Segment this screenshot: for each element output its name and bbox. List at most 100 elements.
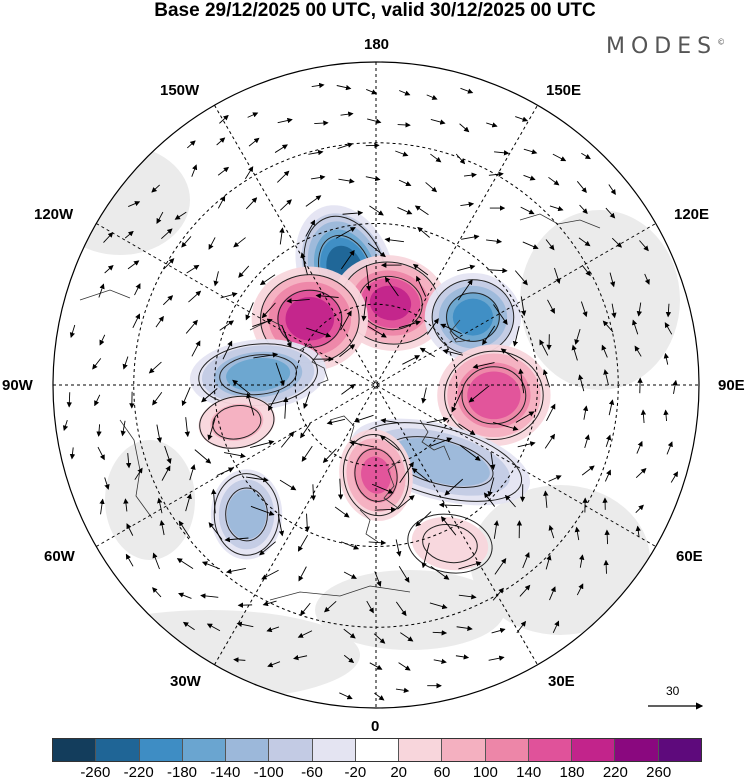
anomaly-level <box>391 438 490 486</box>
wind-arrow <box>458 423 476 436</box>
wind-arrow <box>268 390 280 412</box>
anomaly-contour <box>342 434 410 517</box>
wind-arrow <box>463 172 477 178</box>
wind-arrow <box>522 551 530 569</box>
colorbar-tick-label: 180 <box>559 764 585 781</box>
wind-arrow <box>549 205 564 212</box>
wind-arrow <box>194 449 212 464</box>
wind-arrow <box>412 263 429 276</box>
wind-arrow <box>432 630 448 636</box>
coastline-0 <box>299 343 329 385</box>
wind-arrow <box>134 283 141 296</box>
wind-arrow <box>483 492 496 507</box>
anomaly-contour <box>199 395 275 449</box>
wind-arrow <box>308 149 324 156</box>
wind-arrow <box>430 118 446 125</box>
wind-arrow <box>216 467 234 476</box>
wind-arrow <box>631 319 639 335</box>
wind-arrow <box>182 621 195 631</box>
wind-arrow <box>635 525 641 538</box>
wind-arrow <box>207 418 216 441</box>
lon-label-30e: 30E <box>548 673 575 690</box>
wind-arrow <box>261 569 279 580</box>
wind-arrow <box>398 662 411 671</box>
wind-arrow <box>578 237 591 247</box>
wind-arrow <box>148 361 162 374</box>
wind-arrow <box>374 571 382 587</box>
wind-arrow <box>298 566 307 582</box>
wind-arrow <box>429 602 448 610</box>
colorbar-tick-label: -100 <box>253 764 284 781</box>
coastline-8 <box>269 585 411 601</box>
colorbar-tick-label: -260 <box>80 764 111 781</box>
wind-arrow <box>216 137 226 146</box>
wind-arrow <box>457 279 473 301</box>
map-title: Base 29/12/2025 00 UTC, valid 30/12/2025… <box>154 0 596 21</box>
wind-arrow <box>224 452 246 459</box>
wind-arrow <box>244 166 254 180</box>
wind-arrow <box>293 654 308 661</box>
wind-arrow <box>548 475 562 482</box>
wind-arrow <box>519 584 531 597</box>
wind-arrow <box>399 90 411 96</box>
colorbar-tick-label: 60 <box>433 764 451 781</box>
wind-arrow <box>520 296 527 317</box>
wind-arrow <box>306 327 332 338</box>
wind-arrow <box>400 632 414 642</box>
colorbar-tick-label: -180 <box>166 764 198 781</box>
wind-arrow <box>491 627 506 634</box>
wind-arrow <box>455 654 470 660</box>
wind-arrow <box>250 440 275 449</box>
wind-arrow <box>220 292 238 299</box>
wind-arrow <box>398 566 410 583</box>
wind-arrow <box>421 542 430 569</box>
wind-arrow <box>219 114 229 124</box>
wind-arrow <box>99 498 105 515</box>
wind-arrow <box>384 237 404 243</box>
wind-arrow <box>247 112 259 118</box>
wind-arrow <box>161 228 173 240</box>
colorbar-tick-label: 20 <box>390 764 407 781</box>
wind-arrow <box>440 516 457 536</box>
wind-arrow <box>174 211 187 220</box>
wind-arrow <box>456 625 473 631</box>
wind-arrow <box>185 493 192 512</box>
wind-arrow <box>353 414 374 423</box>
wind-arrow <box>602 320 614 333</box>
land-area-0 <box>53 145 190 255</box>
wind-arrow <box>208 237 216 250</box>
wind-arrow <box>417 226 430 238</box>
wind-arrow <box>601 344 608 358</box>
wind-arrow <box>305 195 322 207</box>
wind-arrow <box>343 628 356 639</box>
wind-arrow <box>605 434 612 448</box>
wind-arrow <box>582 405 589 420</box>
wind-arrow <box>581 264 591 277</box>
wind-arrow <box>337 478 344 500</box>
reference-vector-value: 30 <box>666 684 680 698</box>
wind-arrow <box>670 471 679 483</box>
wind-arrow <box>493 304 508 325</box>
wind-arrow <box>461 234 480 240</box>
wind-arrow <box>343 571 357 579</box>
wind-arrow <box>544 433 556 449</box>
wind-arrow <box>213 271 219 287</box>
wind-arrow <box>156 424 163 444</box>
wind-arrow <box>217 195 226 209</box>
wind-arrow <box>280 431 295 448</box>
wind-arrow <box>277 117 293 124</box>
wind-arrow <box>425 182 438 193</box>
wind-arrow <box>442 348 464 356</box>
anomaly-level <box>210 403 264 441</box>
wind-arrow <box>238 265 250 278</box>
wind-arrow <box>342 210 364 216</box>
lon-label-0: 0 <box>371 718 380 735</box>
anomaly-contour <box>407 513 493 574</box>
wind-arrow <box>444 478 464 496</box>
colorbar-swatch-6 <box>312 739 356 761</box>
wind-arrow <box>326 418 346 426</box>
wind-arrow <box>490 452 496 471</box>
wind-arrow <box>300 602 311 616</box>
graticule <box>53 62 699 708</box>
wind-arrow <box>310 484 317 501</box>
